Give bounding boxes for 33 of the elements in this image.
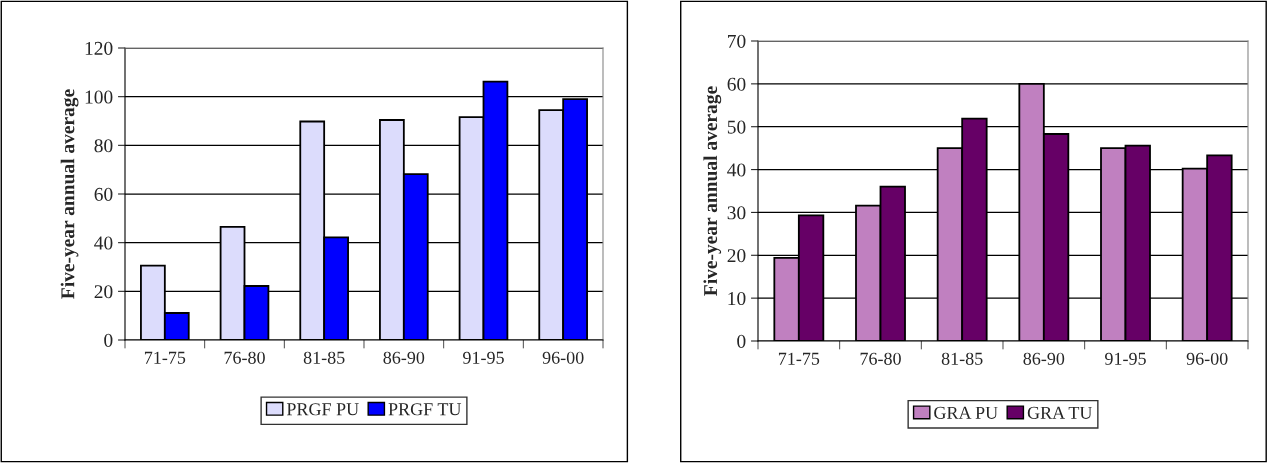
x-tick-label: 86-90 [1023,352,1065,365]
y-tick-label: 20 [94,285,113,299]
y-tick-label: 100 [85,90,113,104]
y-tick-label: 80 [94,139,113,153]
x-tick-label: 76-80 [224,351,265,364]
y-tick-label: 0 [737,334,746,348]
y-tick-label: 0 [104,333,113,347]
legend-label: PRGF PU [286,403,359,416]
x-tick-label: 71-75 [144,351,186,364]
legend-label: GRA TU [1027,406,1093,419]
legend-label: PRGF TU [388,403,462,416]
x-tick-label: 96-00 [542,351,584,364]
y-tick-label: 40 [94,236,113,250]
x-tick-label: 91-95 [463,351,504,364]
y-tick-label: 70 [728,34,746,48]
x-tick-label: 76-80 [860,352,901,365]
y-tick-label: 120 [85,41,113,55]
y-tick-label: 50 [727,120,746,134]
legend-label: GRA PU [934,406,998,419]
x-tick-label: 81-85 [941,352,983,365]
x-tick-label: 81-85 [303,351,345,364]
y-axis-title: Five-year annual average [703,86,722,296]
x-tick-label: 86-90 [383,351,425,364]
y-axis-title: Five-year annual average [60,89,79,299]
y-tick-label: 20 [727,249,746,263]
x-tick-label: 71-75 [778,352,820,365]
x-tick-label: 96-00 [1186,352,1228,365]
y-tick-label: 10 [728,291,746,306]
x-tick-label: 91-95 [1105,352,1146,365]
y-tick-label: 30 [727,206,746,220]
y-tick-label: 40 [727,163,746,177]
y-tick-label: 60 [727,77,746,91]
y-tick-label: 60 [94,187,113,201]
